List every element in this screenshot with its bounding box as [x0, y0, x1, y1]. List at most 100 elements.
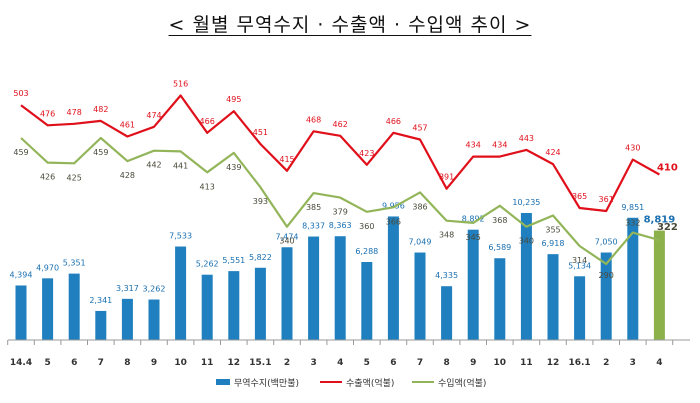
imports-label: 368: [492, 216, 507, 225]
bar-trade-balance: [95, 310, 107, 340]
x-tick-label: 7: [98, 358, 104, 368]
bar-trade-balance: [547, 254, 559, 340]
bar-label: 7,049: [409, 238, 432, 247]
exports-label: 434: [492, 141, 507, 150]
bar-label: 9,956: [382, 201, 405, 210]
bar-label: 5,551: [222, 256, 245, 265]
x-tick-label: 8: [443, 358, 449, 368]
exports-label: 466: [200, 117, 215, 126]
bar-trade-balance: [520, 213, 532, 340]
exports-label: 516: [173, 80, 188, 89]
imports-label: 355: [545, 225, 560, 234]
x-tick-label: 16.1: [568, 358, 590, 368]
bar-trade-balance: [175, 246, 187, 340]
x-tick-label: 9: [470, 358, 476, 368]
bar-label: 4,335: [435, 271, 458, 280]
x-tick-label: 4: [337, 358, 343, 368]
bar-label: 8,337: [302, 222, 325, 231]
x-tick-label: 10: [174, 358, 187, 368]
legend-label-trade-balance: 무역수지(백만불): [234, 378, 299, 389]
bar-trade-balance: [361, 261, 373, 340]
bar-label: 5,351: [63, 259, 86, 268]
bar-trade-balance: [281, 247, 293, 340]
exports-label: 462: [333, 120, 348, 129]
bar-trade-balance: [201, 274, 213, 340]
bar-label: 2,341: [89, 296, 112, 305]
imports-label: 441: [173, 161, 188, 170]
imports-label: 332: [625, 219, 640, 228]
imports-label: 386: [412, 202, 427, 211]
imports-label: 442: [146, 161, 161, 170]
bar-label: 8,892: [462, 215, 485, 224]
bar-trade-balance: [334, 236, 346, 340]
bar-label: 6,918: [542, 239, 565, 248]
exports-label: 365: [572, 192, 587, 201]
line-imports: [20, 136, 660, 265]
bar-label: 3,317: [116, 284, 139, 293]
bar-trade-balance: [387, 216, 399, 340]
legend-swatch-trade-balance: [216, 379, 230, 385]
bar-trade-balance: [308, 236, 320, 340]
x-tick-label: 10: [494, 358, 507, 368]
imports-label: 340: [519, 237, 534, 246]
imports-label: 345: [466, 233, 481, 242]
bar-trade-balance: [68, 273, 80, 340]
x-tick-label: 8: [124, 358, 130, 368]
exports-label: 434: [466, 141, 481, 150]
exports-label: 503: [13, 89, 28, 98]
x-tick-label: 15.1: [249, 358, 271, 368]
exports-label: 478: [67, 108, 82, 117]
x-tick-label: 12: [547, 358, 560, 368]
bar-label: 5,822: [249, 253, 272, 262]
legend-label-imports: 수입액(억불): [438, 377, 486, 389]
chart-title: < 월별 무역수지 · 수출액 · 수입액 추이 >: [168, 14, 532, 36]
bar-trade-balance: [653, 230, 665, 340]
imports-label: 426: [40, 173, 55, 182]
exports-label: 361: [599, 195, 614, 204]
bar-trade-balance: [254, 267, 266, 340]
bar-trade-balance: [148, 299, 160, 340]
bar-trade-balance: [228, 271, 240, 340]
exports-label: 410: [657, 163, 678, 174]
x-tick-label: 5: [364, 358, 370, 368]
imports-label: 459: [13, 148, 28, 157]
imports-label: 379: [333, 208, 348, 217]
x-tick-label: 2: [603, 358, 609, 368]
x-tick-label: 11: [520, 358, 533, 368]
bar-trade-balance: [627, 217, 639, 340]
exports-label: 457: [412, 123, 427, 132]
imports-label: 425: [67, 173, 82, 182]
exports-label: 468: [306, 115, 321, 124]
exports-label: 474: [146, 111, 161, 120]
x-tick-label: 4: [656, 358, 662, 368]
imports-label: 439: [226, 163, 241, 172]
exports-label: 415: [279, 155, 294, 164]
bar-label: 10,235: [512, 198, 540, 207]
exports-label: 495: [226, 95, 241, 104]
line-exports: [20, 94, 660, 213]
x-tick-label: 2: [284, 358, 290, 368]
bar-trade-balance: [441, 286, 453, 340]
exports-label: 451: [253, 128, 268, 137]
bar-trade-balance: [121, 298, 133, 340]
x-tick-label: 14.4: [10, 358, 32, 368]
imports-label: 459: [93, 148, 108, 157]
x-tick-label: 6: [71, 358, 77, 368]
x-tick-label: 12: [228, 358, 241, 368]
x-tick-label: 7: [417, 358, 423, 368]
bar-trade-balance: [42, 278, 54, 340]
imports-label: 393: [253, 197, 268, 206]
imports-label: 314: [572, 256, 587, 265]
bar-trade-balance: [494, 258, 506, 340]
bar-label: 9,851: [621, 203, 644, 212]
bar-label: 4,394: [10, 270, 33, 279]
imports-label: 340: [279, 237, 294, 246]
bar-label: 5,262: [196, 260, 219, 269]
exports-label: 423: [359, 149, 374, 158]
exports-label: 443: [519, 134, 534, 143]
bar-label: 3,262: [143, 285, 166, 294]
bar-label: 8,363: [329, 221, 352, 230]
exports-label: 466: [386, 117, 401, 126]
